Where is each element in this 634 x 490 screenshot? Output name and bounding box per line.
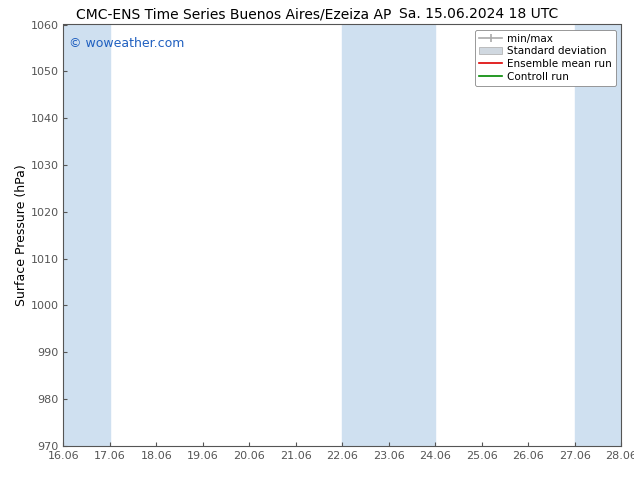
Bar	[575, 24, 621, 446]
Text: Sa. 15.06.2024 18 UTC: Sa. 15.06.2024 18 UTC	[399, 7, 558, 22]
Text: © woweather.com: © woweather.com	[69, 37, 184, 50]
Legend: min/max, Standard deviation, Ensemble mean run, Controll run: min/max, Standard deviation, Ensemble me…	[475, 30, 616, 86]
Y-axis label: Surface Pressure (hPa): Surface Pressure (hPa)	[15, 164, 28, 306]
Bar	[63, 24, 110, 446]
Bar	[342, 24, 436, 446]
Text: CMC-ENS Time Series Buenos Aires/Ezeiza AP: CMC-ENS Time Series Buenos Aires/Ezeiza …	[76, 7, 391, 22]
